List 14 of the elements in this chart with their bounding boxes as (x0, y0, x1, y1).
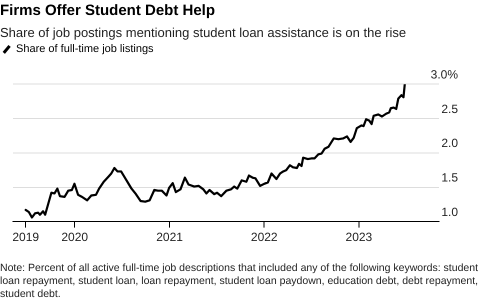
x-tick-label: 2023 (346, 230, 373, 244)
x-tick-label: 2021 (156, 230, 184, 244)
y-tick-label: 2.0 (441, 136, 458, 150)
chart-title: Firms Offer Student Debt Help (0, 2, 216, 19)
y-tick-label: 2.5 (441, 102, 458, 116)
y-tick-label: 1.5 (441, 170, 458, 185)
chart-subtitle: Share of job postings mentioning student loan assistance is on the rise (0, 25, 406, 40)
text: Note: Percent of all active full-time job descriptions that included any of the following keywords: student loan repayment, student loan, loan repayment, student loan paydown, education debt, debt repayment, student debt. (0, 262, 480, 301)
y-tick-label: 1.0 (441, 204, 458, 219)
legend-label: Share of full-time job listings (16, 43, 154, 55)
y-tick-label: 3.0% (430, 68, 458, 82)
x-tick-label: 2020 (61, 230, 88, 244)
x-tick-label: 2022 (250, 230, 278, 244)
x-tick-label: 2019 (12, 230, 40, 244)
